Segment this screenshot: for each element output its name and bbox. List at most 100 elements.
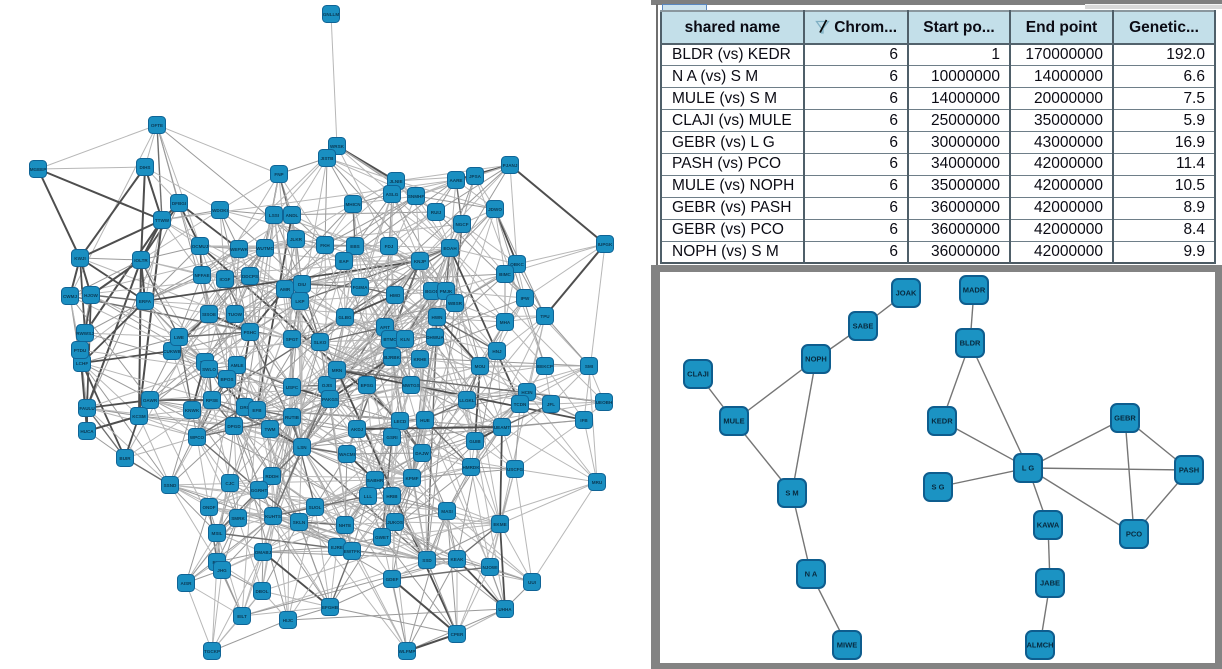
svg-text:TWM: TWM (265, 427, 276, 432)
svg-text:NGCF: NGCF (455, 222, 468, 227)
svg-text:KRHE: KRHE (413, 357, 426, 362)
svg-text:WLFMP: WLFMP (399, 649, 416, 654)
svg-text:EFGHB: EFGHB (322, 605, 339, 610)
svg-text:NHTE: NHTE (339, 523, 352, 528)
svg-text:GEBR: GEBR (1114, 414, 1136, 423)
svg-text:DRC: DRC (240, 405, 251, 410)
svg-text:PAKGS: PAKGS (322, 397, 338, 402)
svg-text:AKDJ: AKDJ (351, 427, 364, 432)
svg-text:FAULU: FAULU (79, 406, 95, 411)
svg-text:WPCO: WPCO (190, 435, 205, 440)
svg-text:KNJP: KNJP (414, 259, 426, 264)
svg-text:CWMJ: CWMJ (63, 294, 77, 299)
svg-text:SKLN: SKLN (293, 520, 306, 525)
svg-text:WBSR: WBSR (448, 301, 463, 306)
svg-text:JUKOS: JUKOS (387, 520, 403, 525)
svg-text:SMI: SMI (585, 364, 593, 369)
svg-text:SABHR: SABHR (367, 478, 384, 483)
svg-text:HIJC: HIJC (283, 618, 294, 623)
svg-text:MHICN: MHICN (345, 202, 361, 207)
svg-text:FGIMA: FGIMA (353, 285, 368, 290)
svg-text:TUOW: TUOW (228, 312, 243, 317)
svg-text:OJIS: OJIS (322, 383, 332, 388)
svg-text:BPOS: BPOS (220, 377, 233, 382)
svg-text:GLBG: GLBG (338, 315, 352, 320)
svg-text:KNWK: KNWK (185, 408, 200, 413)
svg-text:JLKR: JLKR (290, 237, 303, 242)
svg-text:S M: S M (785, 489, 798, 498)
svg-text:ICGF: ICGF (220, 277, 231, 282)
svg-text:FDJ: FDJ (385, 244, 394, 249)
svg-text:DBOL: DBOL (255, 589, 268, 594)
svg-text:ERFA: ERFA (139, 299, 152, 304)
svg-text:HRIB: HRIB (386, 494, 398, 499)
svg-text:UEOBH: UEOBH (596, 400, 613, 405)
svg-text:HWN: HWN (432, 315, 444, 320)
svg-text:LKP: LKP (295, 299, 304, 304)
svg-text:IFB: IFB (580, 418, 588, 423)
svg-text:USFC: USFC (286, 385, 299, 390)
svg-text:DAJW: DAJW (415, 451, 429, 456)
svg-text:TCDN: TCDN (514, 402, 527, 407)
svg-text:ASLG: ASLG (386, 192, 399, 197)
svg-text:SMRK: SMRK (231, 516, 245, 521)
svg-text:SPGT: SPGT (286, 337, 299, 342)
svg-text:JHG: JHG (217, 568, 227, 573)
svg-text:DHWUA: DHWUA (426, 335, 444, 340)
svg-text:SSND: SSND (164, 483, 177, 488)
svg-text:ONDF: ONDF (202, 505, 215, 510)
svg-text:AMR: AMR (280, 287, 291, 292)
svg-text:MADR: MADR (963, 286, 986, 295)
svg-text:MGEEP: MGEEP (30, 167, 47, 172)
svg-text:JPSA: JPSA (469, 174, 482, 179)
svg-text:GNLLM: GNLLM (323, 12, 340, 17)
svg-text:KUHTS: KUHTS (265, 514, 281, 519)
svg-text:KAWA: KAWA (1037, 521, 1060, 530)
svg-text:PTDU: PTDU (74, 348, 87, 353)
svg-text:WUTMC: WUTMC (256, 246, 274, 251)
svg-text:GDEF: GDEF (386, 577, 399, 582)
svg-text:TGCKP: TGCKP (204, 649, 220, 654)
svg-text:AARE: AARE (449, 178, 462, 183)
svg-text:SABE: SABE (853, 322, 874, 331)
svg-text:BTMC: BTMC (383, 337, 397, 342)
svg-text:SUOL: SUOL (309, 505, 322, 510)
svg-text:BLDR: BLDR (960, 339, 981, 348)
svg-text:IPW: IPW (521, 296, 530, 301)
svg-text:IUPGK: IUPGK (598, 242, 613, 247)
svg-text:LSSI: LSSI (269, 213, 279, 218)
svg-text:SLKO: SLKO (314, 340, 327, 345)
svg-text:JISTB: JISTB (320, 156, 334, 161)
svg-text:EJRE: EJRE (331, 545, 343, 550)
svg-text:EKME: EKME (493, 522, 506, 527)
svg-text:L G: L G (1022, 464, 1035, 473)
svg-text:JFL: JFL (547, 402, 555, 407)
svg-text:EBS: EBS (350, 244, 359, 249)
svg-text:USCFG: USCFG (507, 467, 524, 472)
svg-text:PCO: PCO (1126, 530, 1142, 539)
svg-text:RPSE: RPSE (206, 398, 219, 403)
svg-text:SNMHF: SNMHF (408, 194, 425, 199)
svg-text:MIWE: MIWE (837, 641, 857, 650)
svg-text:OFTE: OFTE (151, 123, 163, 128)
svg-text:OCMUJ: OCMUJ (192, 244, 209, 249)
svg-text:KPMF: KPMF (405, 476, 418, 481)
svg-text:EEKCP: EEKCP (537, 364, 553, 369)
svg-text:S G: S G (932, 483, 945, 492)
svg-text:WEFWK: WEFWK (230, 247, 249, 252)
svg-text:WRSK: WRSK (330, 144, 345, 149)
svg-text:EFB: EFB (252, 408, 262, 413)
svg-text:JABE: JABE (1040, 579, 1060, 588)
svg-text:NOPH: NOPH (805, 355, 827, 364)
svg-text:NFFAE: NFFAE (194, 273, 209, 278)
svg-text:AFIT: AFIT (380, 325, 390, 330)
svg-text:RUIJ: RUIJ (431, 210, 442, 215)
svg-text:CJC: CJC (225, 481, 235, 486)
svg-text:TTWW: TTWW (155, 218, 170, 223)
svg-text:PJANJ: PJANJ (503, 163, 518, 168)
svg-text:UEAMT: UEAMT (494, 425, 511, 430)
svg-text:LCHF: LCHF (76, 361, 88, 366)
svg-text:AISR: AISR (181, 581, 193, 586)
svg-text:GWET: GWET (375, 535, 389, 540)
svg-text:RUTIB: RUTIB (285, 415, 300, 420)
